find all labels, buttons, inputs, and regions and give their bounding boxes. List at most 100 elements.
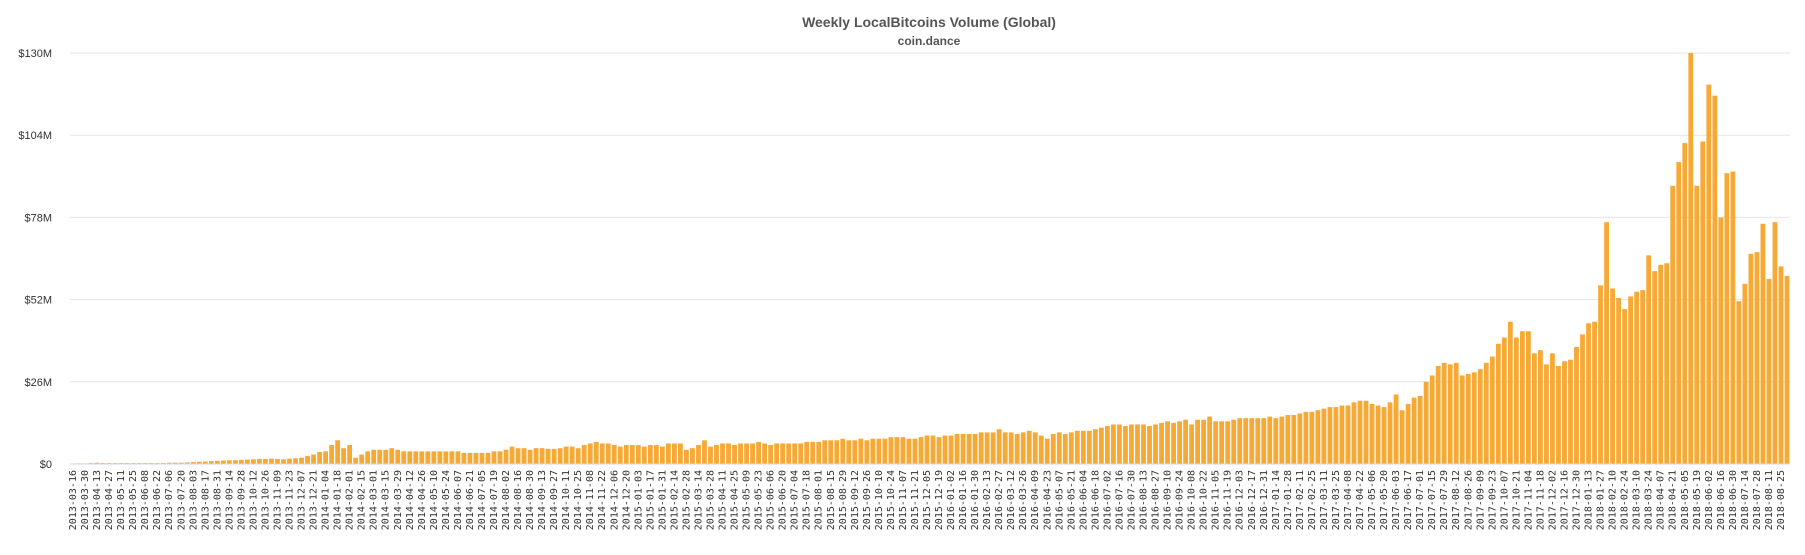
bar[interactable] xyxy=(1057,432,1062,464)
bar[interactable] xyxy=(943,436,948,464)
bar[interactable] xyxy=(564,447,569,464)
bar[interactable] xyxy=(684,450,689,464)
bar[interactable] xyxy=(353,458,358,464)
bar[interactable] xyxy=(750,443,755,464)
bar[interactable] xyxy=(1526,331,1531,464)
bar[interactable] xyxy=(347,445,352,464)
bar[interactable] xyxy=(834,440,839,464)
bar[interactable] xyxy=(1478,369,1483,464)
bar[interactable] xyxy=(462,453,467,464)
bar[interactable] xyxy=(1616,298,1621,464)
bar[interactable] xyxy=(756,442,761,464)
bar[interactable] xyxy=(407,451,412,464)
bar[interactable] xyxy=(1021,432,1026,464)
bar[interactable] xyxy=(1249,418,1254,464)
bar[interactable] xyxy=(1472,372,1477,464)
bar[interactable] xyxy=(768,445,773,464)
bar[interactable] xyxy=(1430,375,1435,464)
bar[interactable] xyxy=(1664,263,1669,464)
bar[interactable] xyxy=(1273,418,1278,464)
bar[interactable] xyxy=(1730,172,1735,464)
bar[interactable] xyxy=(468,453,473,464)
bar[interactable] xyxy=(317,452,322,464)
bar[interactable] xyxy=(516,448,521,464)
bar[interactable] xyxy=(1412,398,1417,464)
bar[interactable] xyxy=(299,458,304,464)
bar[interactable] xyxy=(606,443,611,464)
bar[interactable] xyxy=(474,453,479,464)
bar[interactable] xyxy=(1652,271,1657,464)
bar[interactable] xyxy=(1538,350,1543,464)
bar[interactable] xyxy=(1225,421,1230,464)
bar[interactable] xyxy=(876,439,881,464)
bar[interactable] xyxy=(1069,432,1074,464)
bar[interactable] xyxy=(1297,413,1302,464)
bar[interactable] xyxy=(654,445,659,464)
bar[interactable] xyxy=(744,443,749,464)
bar[interactable] xyxy=(762,443,767,464)
bar[interactable] xyxy=(1544,364,1549,464)
bar[interactable] xyxy=(979,432,984,464)
bar[interactable] xyxy=(263,459,268,464)
bar[interactable] xyxy=(810,442,815,464)
bar[interactable] xyxy=(1201,420,1206,464)
bar[interactable] xyxy=(1508,322,1513,464)
bar[interactable] xyxy=(510,447,515,464)
bar[interactable] xyxy=(1568,360,1573,464)
bar[interactable] xyxy=(323,451,328,464)
bar[interactable] xyxy=(269,459,274,464)
bar[interactable] xyxy=(774,443,779,464)
bar[interactable] xyxy=(1550,353,1555,464)
bar[interactable] xyxy=(1159,423,1164,464)
bar[interactable] xyxy=(456,451,461,464)
bar[interactable] xyxy=(708,447,713,464)
bar[interactable] xyxy=(1610,289,1615,464)
bar[interactable] xyxy=(1755,252,1760,464)
bar[interactable] xyxy=(1237,418,1242,464)
bar[interactable] xyxy=(852,440,857,464)
bar[interactable] xyxy=(1454,363,1459,464)
bar[interactable] xyxy=(365,451,370,464)
bar[interactable] xyxy=(648,445,653,464)
bar[interactable] xyxy=(1706,85,1711,464)
bar[interactable] xyxy=(227,460,232,464)
bar[interactable] xyxy=(672,443,677,464)
bar[interactable] xyxy=(546,449,551,464)
bar[interactable] xyxy=(864,440,869,464)
bar[interactable] xyxy=(1147,426,1152,464)
bar[interactable] xyxy=(816,442,821,464)
bar[interactable] xyxy=(1761,224,1766,464)
bar[interactable] xyxy=(371,450,376,464)
bar[interactable] xyxy=(558,448,563,464)
bar[interactable] xyxy=(1003,432,1008,464)
bar[interactable] xyxy=(1328,407,1333,464)
bar[interactable] xyxy=(425,451,430,464)
bar[interactable] xyxy=(413,451,418,464)
bar[interactable] xyxy=(1171,423,1176,464)
bar[interactable] xyxy=(1129,424,1134,464)
bar[interactable] xyxy=(275,459,280,464)
bar[interactable] xyxy=(1646,255,1651,464)
bar[interactable] xyxy=(738,443,743,464)
bar[interactable] xyxy=(1267,417,1272,464)
bar[interactable] xyxy=(1087,431,1092,464)
bar[interactable] xyxy=(377,450,382,464)
bar[interactable] xyxy=(419,451,424,464)
bar[interactable] xyxy=(528,450,533,464)
bar[interactable] xyxy=(1183,420,1188,464)
bar[interactable] xyxy=(967,434,972,464)
bar[interactable] xyxy=(1153,424,1158,464)
bar[interactable] xyxy=(889,437,894,464)
bar[interactable] xyxy=(1039,436,1044,464)
bar[interactable] xyxy=(251,459,256,464)
bar[interactable] xyxy=(1309,412,1314,464)
bar[interactable] xyxy=(612,445,617,464)
bar[interactable] xyxy=(792,443,797,464)
bar[interactable] xyxy=(1598,285,1603,464)
bar[interactable] xyxy=(1177,421,1182,464)
bar[interactable] xyxy=(1586,323,1591,464)
bar[interactable] xyxy=(1779,266,1784,464)
bar[interactable] xyxy=(498,451,503,464)
bar[interactable] xyxy=(624,445,629,464)
bar[interactable] xyxy=(594,442,599,464)
